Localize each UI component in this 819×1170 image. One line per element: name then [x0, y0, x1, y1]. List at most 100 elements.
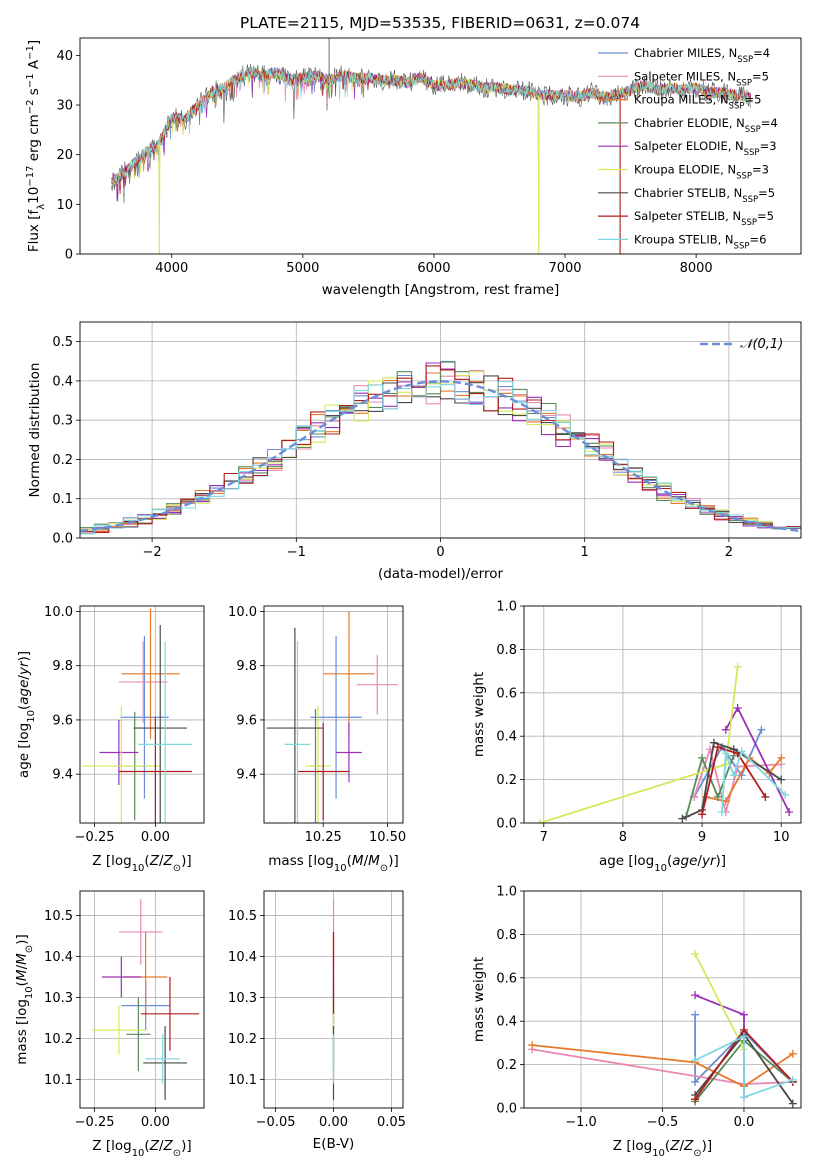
- label-part: age: [16, 680, 32, 705]
- y-axis-label: mass weight: [471, 957, 487, 1042]
- axes-residuals: −2 −1 0 1 2 0.0 0.1 0.2 0.3 0.4 0.5 (data-model)/er…: [27, 321, 802, 582]
- histogram-step-5: [80, 371, 801, 531]
- label-part: mass [log: [268, 853, 334, 869]
- label-part: erg cm: [26, 114, 42, 165]
- weight-marker: [739, 1032, 748, 1041]
- label-part: ⊙: [693, 1148, 701, 1159]
- label-part: 10: [132, 1148, 145, 1159]
- label-part: (: [144, 853, 149, 869]
- legend-main: Kroupa ELODIE, N: [634, 163, 736, 177]
- y-tick-label: 0.3: [52, 414, 73, 429]
- weight-marker: [761, 792, 770, 801]
- label-part: )]: [16, 651, 32, 662]
- label-part: /: [697, 853, 702, 869]
- label-part: yr: [701, 853, 717, 869]
- legend-sub: SSP: [736, 172, 752, 182]
- label-part: age: [672, 853, 697, 869]
- axes-layer: 4000 5000 6000 7000 8000010203040wavelength …: [14, 37, 802, 1159]
- label-part: (: [16, 705, 32, 710]
- label-part: ]: [26, 40, 42, 45]
- weight-line-5: [539, 666, 739, 823]
- label-part: s: [26, 88, 42, 99]
- y-tick-label: 0.4: [496, 730, 517, 745]
- axes-frame: [79, 605, 205, 824]
- label-part: ⊙: [173, 1148, 181, 1159]
- label-part: (: [667, 853, 672, 869]
- y-tick-label: 10.3: [44, 991, 73, 1006]
- weight-marker: [757, 725, 766, 734]
- weight-marker: [698, 753, 707, 762]
- legend-tail: =5: [757, 209, 774, 223]
- label-part: 10: [132, 863, 145, 874]
- label-part: M: [14, 953, 30, 965]
- legend-sub: SSP: [742, 195, 758, 205]
- weight-marker: [729, 771, 738, 780]
- label-part: /: [159, 1138, 164, 1154]
- label-part: λ: [36, 204, 47, 210]
- legend-tail: =5: [752, 69, 769, 83]
- legend-sub: SSP: [729, 102, 745, 112]
- weight-marker: [733, 662, 742, 671]
- histogram-step-7: [80, 365, 801, 533]
- label-part: (: [144, 1138, 149, 1154]
- weight-marker: [717, 808, 726, 817]
- x-tick-label: 7000: [548, 261, 581, 276]
- x-tick-label: −0.25: [75, 1115, 115, 1130]
- label-part: Flux [f: [26, 209, 42, 253]
- label-part: )]: [14, 934, 30, 945]
- weight-marker: [709, 738, 718, 747]
- y-tick-label: 0: [65, 248, 73, 263]
- label-part: )]: [702, 1138, 713, 1154]
- weight-marker: [739, 1093, 748, 1102]
- x-tick-label: 10.25: [305, 830, 342, 845]
- y-tick-label: 10.2: [44, 1032, 73, 1047]
- label-part: /: [16, 675, 32, 680]
- legend-main: Kroupa MILES, N: [634, 93, 729, 107]
- legend-sub: SSP: [734, 241, 750, 251]
- weight-line-5: [694, 953, 745, 1050]
- y-tick-label: 30: [56, 99, 73, 114]
- label-part: ⊙: [24, 945, 35, 953]
- legend-entry: Chabrier MILES, NSSP=4: [634, 46, 770, 65]
- x-tick-label: −2: [143, 545, 162, 560]
- axes-mass_vs_ebv: −0.05 0.00 0.05 10.1 10.2 10.3 10.4 10.5 E(B-V): [228, 890, 406, 1152]
- axes-weight_vs_Z: −1.0 −0.5 0.00.00.20.40.60.81.0Z [log10(Z/…: [471, 885, 802, 1159]
- y-tick-label: 0.1: [52, 492, 73, 507]
- legend-sub: SSP: [737, 55, 753, 65]
- label-part: )]: [181, 853, 192, 869]
- y-axis-label: mass [log10(M/M⊙)]: [14, 934, 35, 1064]
- y-tick-label: 20: [56, 148, 73, 163]
- y-tick-label: 10.0: [228, 605, 257, 620]
- x-tick-label: 4000: [155, 261, 188, 276]
- label-part: ⊙: [173, 863, 181, 874]
- y-tick-label: 10.3: [228, 991, 257, 1006]
- label-part: 10: [26, 187, 42, 204]
- label-part: /: [159, 853, 164, 869]
- x-axis-label: E(B-V): [313, 1136, 355, 1152]
- y-tick-label: 0.6: [496, 971, 517, 986]
- y-tick-label: 0.2: [496, 773, 517, 788]
- label-part: Z: [163, 1138, 174, 1154]
- y-tick-label: 10.4: [44, 950, 73, 965]
- x-tick-label: 7: [540, 830, 548, 845]
- axes-frame: [263, 890, 404, 1109]
- label-part: Z [log: [613, 1138, 652, 1154]
- weight-marker: [777, 753, 786, 762]
- y-tick-label: 0.4: [52, 374, 73, 389]
- y-tick-label: 10.0: [44, 605, 73, 620]
- axes-frame: [523, 890, 802, 1109]
- weight-marker: [777, 775, 786, 784]
- legend-entry: Salpeter MILES, NSSP=5: [634, 69, 769, 88]
- weight-marker: [713, 792, 722, 801]
- label-part: age [log: [16, 723, 32, 778]
- legend-sub: SSP: [745, 125, 761, 135]
- axes-frame: [79, 890, 205, 1109]
- weight-marker: [788, 1099, 797, 1108]
- x-tick-label: 5000: [286, 261, 319, 276]
- y-tick-label: 40: [56, 49, 73, 64]
- x-axis-label: age [log10(age/yr)]: [599, 853, 726, 874]
- x-tick-label: −0.5: [647, 1115, 679, 1130]
- legend-tail: =5: [744, 93, 761, 107]
- y-tick-label: 10.2: [228, 1032, 257, 1047]
- weight-marker: [691, 1077, 700, 1086]
